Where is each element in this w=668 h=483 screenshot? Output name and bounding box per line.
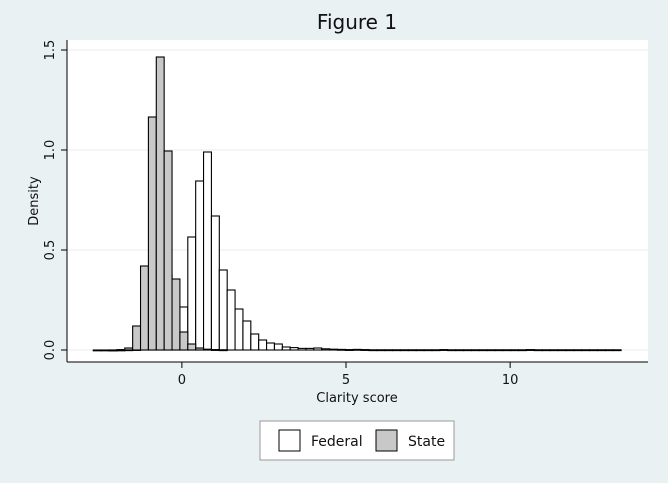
- bar-federal: [478, 349, 488, 352]
- bar-federal: [100, 349, 110, 352]
- bar-federal: [502, 349, 512, 352]
- bar-federal: [533, 349, 543, 352]
- bar-federal: [557, 349, 567, 352]
- bar-federal: [423, 349, 433, 352]
- bar-federal: [92, 349, 102, 352]
- bar-federal: [352, 348, 362, 351]
- bar-state: [218, 349, 228, 352]
- bar-federal: [447, 349, 457, 352]
- bar-federal: [218, 269, 228, 351]
- bar-federal: [573, 349, 583, 352]
- y-tick-label: 0.5: [43, 240, 58, 261]
- bar-federal: [612, 349, 622, 352]
- bar-federal: [289, 347, 299, 351]
- bar-state: [210, 349, 220, 351]
- bar-federal: [329, 348, 339, 351]
- x-tick-label: 0: [178, 373, 186, 388]
- bar-federal: [250, 333, 260, 351]
- series-state: [108, 56, 228, 352]
- bar-federal: [281, 346, 291, 351]
- bar-federal: [234, 308, 244, 351]
- bar-federal: [313, 347, 323, 351]
- bar-federal: [462, 349, 472, 352]
- y-axis-label: Density: [27, 176, 42, 226]
- legend-label-federal: Federal: [311, 434, 363, 450]
- bar-federal: [360, 349, 370, 351]
- bar-federal: [203, 151, 212, 351]
- bar-federal: [525, 349, 535, 351]
- bar-federal: [266, 342, 276, 351]
- bar-federal: [273, 343, 283, 351]
- axis-ticks: 0.0 0.5 1.0 1.5 0 5 10: [43, 40, 518, 388]
- bar-state: [203, 348, 212, 351]
- bar-state: [195, 347, 205, 351]
- legend: Federal State: [259, 420, 455, 461]
- bar-federal: [392, 349, 402, 352]
- bar-federal: [581, 349, 591, 352]
- bar-federal: [439, 349, 449, 351]
- legend-swatch-federal: [278, 429, 301, 452]
- bar-federal: [399, 349, 409, 352]
- bar-federal: [344, 349, 354, 351]
- bar-federal: [565, 349, 575, 352]
- bar-federal: [321, 348, 331, 351]
- bar-federal: [242, 320, 252, 351]
- bar-federal: [415, 349, 425, 352]
- bar-federal: [407, 349, 417, 352]
- bar-federal: [305, 347, 315, 351]
- y-tick-label: 0.0: [43, 340, 58, 361]
- bar-federal: [297, 347, 307, 351]
- bar-federal: [187, 236, 197, 351]
- bar-state: [108, 349, 118, 352]
- legend-label-state: State: [408, 434, 445, 450]
- bar-state: [139, 265, 149, 351]
- bar-federal: [510, 349, 520, 352]
- x-tick-label: 10: [502, 373, 519, 388]
- y-tick-label: 1.5: [43, 40, 58, 61]
- bar-state: [171, 278, 181, 351]
- x-tick-label: 5: [342, 373, 350, 388]
- bar-state: [116, 349, 126, 351]
- bar-federal: [455, 349, 465, 352]
- bar-federal: [368, 349, 378, 352]
- bar-state: [147, 116, 157, 351]
- bar-state: [187, 343, 197, 351]
- bar-federal: [226, 289, 236, 351]
- bar-federal: [596, 349, 606, 352]
- bar-federal: [518, 349, 528, 352]
- bar-federal: [604, 349, 614, 352]
- bar-state: [132, 325, 142, 351]
- bar-federal: [494, 349, 504, 352]
- bar-federal: [486, 349, 496, 352]
- bar-federal: [258, 339, 268, 351]
- bar-federal: [336, 348, 346, 351]
- bar-federal: [376, 349, 386, 352]
- bar-federal: [384, 349, 394, 352]
- bar-federal: [195, 180, 205, 351]
- bar-federal: [549, 349, 559, 352]
- x-axis-label: Clarity score: [316, 391, 397, 406]
- bar-federal: [541, 349, 551, 352]
- bar-state: [179, 331, 189, 351]
- chart-title: Figure 1: [317, 10, 397, 34]
- bar-state: [163, 150, 173, 351]
- bar-state: [124, 347, 134, 351]
- bar-state: [155, 56, 165, 351]
- bar-federal: [210, 215, 220, 351]
- bar-federal: [470, 349, 480, 352]
- legend-swatch-state: [375, 429, 398, 452]
- bar-federal: [589, 349, 598, 352]
- y-tick-label: 1.0: [43, 140, 58, 161]
- bar-federal: [431, 349, 441, 352]
- bars-layer: [92, 56, 622, 352]
